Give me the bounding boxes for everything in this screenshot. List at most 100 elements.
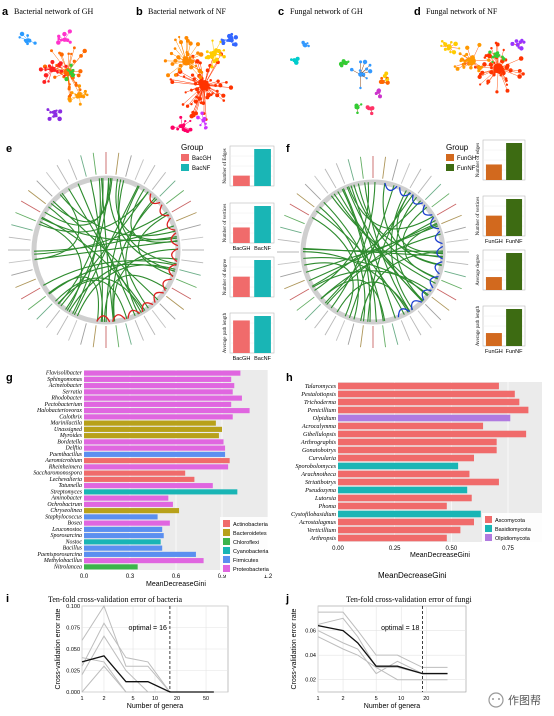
network-node	[225, 80, 228, 84]
circos-chord	[303, 257, 429, 296]
bar	[84, 545, 163, 551]
bar	[338, 518, 474, 526]
bar	[338, 534, 447, 542]
mini-bar-ylabel: Number of Edges	[223, 148, 228, 183]
network-node	[184, 35, 189, 40]
circos-label-tick	[176, 212, 197, 222]
network-node	[189, 65, 193, 70]
circos-label-tick	[277, 239, 300, 243]
circos-label-tick	[134, 159, 144, 180]
legend-e-label-1: BacNF	[192, 166, 211, 172]
network-node	[174, 38, 177, 42]
circos-label-tick	[360, 156, 364, 179]
bar	[338, 462, 459, 470]
bar	[84, 470, 186, 476]
network-node	[492, 73, 496, 77]
network-node	[188, 41, 193, 46]
network-node	[518, 40, 523, 44]
network-node	[78, 69, 83, 74]
panel-f: f Group FunGH FunNF Number of edges Numbe…	[277, 139, 526, 355]
network-node	[189, 119, 192, 123]
circos-label-tick	[68, 159, 78, 180]
mini-bar	[485, 333, 502, 346]
network-node	[453, 41, 458, 47]
bar	[338, 486, 468, 494]
network-node	[84, 92, 87, 95]
category-label: Olpidium	[313, 415, 337, 422]
network-node	[69, 63, 73, 67]
bar	[84, 401, 232, 407]
network-edge	[191, 85, 205, 117]
network-node	[193, 99, 198, 104]
network-node	[43, 73, 49, 78]
mini-bar-xlabel: BacNF	[254, 246, 271, 252]
panel-e-letter: e	[6, 143, 12, 155]
circos-label-tick	[166, 189, 185, 205]
network-node	[450, 40, 453, 44]
network-node	[508, 68, 513, 73]
category-label: Chryseolinea	[50, 508, 82, 514]
bar	[338, 438, 497, 446]
network-node	[460, 58, 463, 61]
y-tick-label: 0.04	[305, 653, 316, 659]
network-node	[198, 52, 204, 57]
network-node	[359, 86, 362, 90]
circos-label-tick	[289, 288, 310, 301]
panel-e-group-label: Group	[181, 143, 204, 152]
x-axis-label: MeanDecreaseGini	[410, 552, 470, 559]
category-label: Penicillium	[306, 407, 336, 414]
network-node	[47, 116, 52, 121]
category-label: Bordetella	[57, 439, 82, 445]
mini-bar-xlabel: BacGH	[233, 356, 251, 362]
category-label: Leuconostoc	[51, 527, 82, 533]
circos-arc	[399, 187, 412, 197]
category-label: Tatumella	[59, 483, 83, 489]
circos-label-tick	[280, 226, 302, 234]
mini-bar	[254, 316, 271, 353]
legend-f-swatch-0	[446, 154, 454, 161]
panel-b-letter: b	[136, 6, 143, 18]
bar	[338, 526, 461, 534]
network-node	[488, 50, 492, 54]
circos-arc	[141, 302, 154, 313]
category-label: Arthropsis	[309, 535, 336, 542]
network-node	[183, 128, 188, 133]
y-tick-label: 0.025	[66, 669, 80, 675]
panel-g: g 0.0 0.3 0.6 0.9 1.2 FlavisolibacterSphingom…	[6, 370, 273, 588]
network-node	[57, 62, 62, 68]
chart-j: 0.02 0.04 0.06 1 2 5 10 20 optimal = 18 Number of…	[291, 605, 467, 710]
circos-chord	[382, 182, 442, 266]
legend-label: Chloroflexi	[233, 540, 259, 546]
circos-label-tick	[134, 320, 144, 341]
panel-i-title: Ten-fold cross-validation error of bacte…	[48, 595, 182, 604]
legend-label: Ascomycota	[495, 518, 526, 524]
circos-label-tick	[20, 287, 41, 300]
bar	[84, 558, 204, 564]
panel-i-letter: i	[6, 593, 9, 605]
network-node	[47, 64, 51, 68]
circos-label-tick	[446, 261, 469, 265]
mini-bar	[506, 199, 523, 236]
legend-swatch	[485, 534, 492, 541]
network-node	[209, 78, 212, 82]
legend-label: Basidiomycota	[495, 527, 532, 533]
circos-chord	[113, 248, 179, 322]
network-node	[483, 56, 487, 59]
circos-label-tick	[36, 180, 53, 197]
optimal-label: optimal = 16	[129, 625, 167, 632]
network-node	[59, 69, 64, 73]
network-hub	[68, 70, 73, 75]
network-node	[188, 127, 193, 132]
network-node	[502, 48, 505, 52]
circos-chord	[336, 281, 410, 313]
network-hub	[358, 72, 363, 77]
mini-bar-ylabel: Average path length	[223, 312, 228, 353]
network-node	[72, 46, 76, 50]
network-node	[458, 47, 461, 50]
bar	[84, 476, 195, 482]
category-label: Streptomyces	[51, 489, 83, 495]
network-node	[200, 71, 204, 74]
network-node	[522, 40, 526, 44]
bar	[84, 464, 229, 470]
network-node	[504, 65, 510, 70]
